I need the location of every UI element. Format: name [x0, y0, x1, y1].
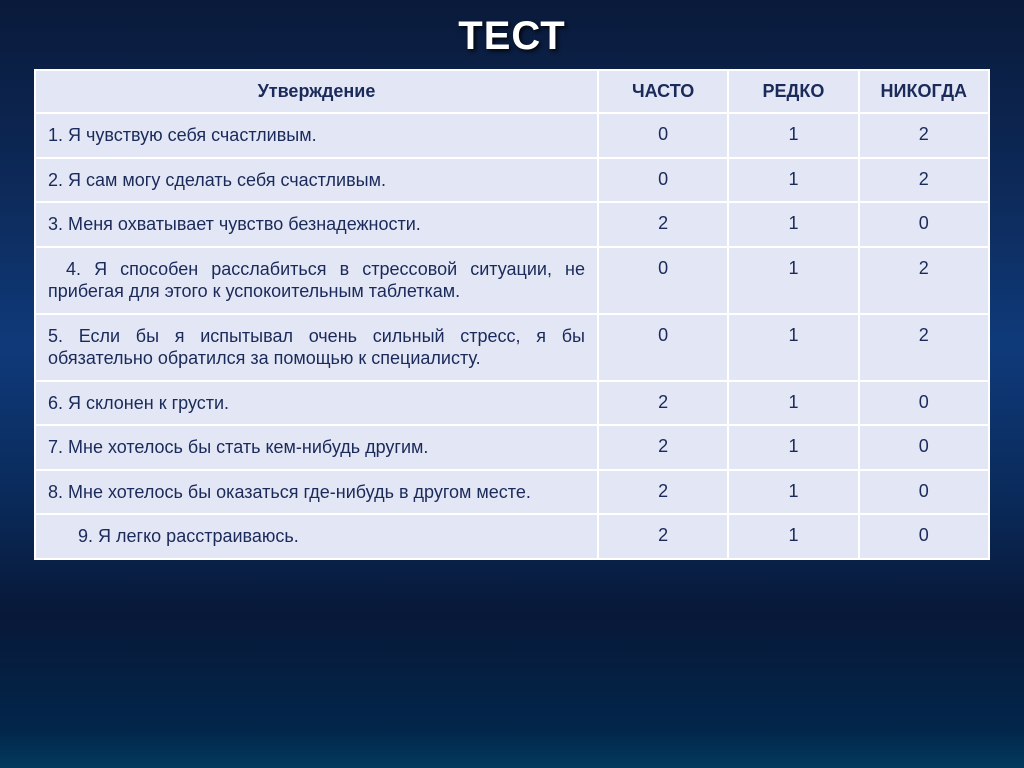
- table-row: 2. Я сам могу сделать себя счастливым.01…: [35, 158, 989, 203]
- table-row: 1. Я чувствую себя счастливым.012: [35, 113, 989, 158]
- statement-cell: 8. Мне хотелось бы оказаться где-нибудь …: [35, 470, 598, 515]
- often-cell: 2: [598, 514, 728, 559]
- often-cell: 2: [598, 202, 728, 247]
- often-cell: 2: [598, 381, 728, 426]
- table-row: 6. Я склонен к грусти.210: [35, 381, 989, 426]
- rarely-cell: 1: [728, 425, 858, 470]
- never-cell: 0: [859, 381, 989, 426]
- often-cell: 0: [598, 314, 728, 381]
- statement-cell: 1. Я чувствую себя счастливым.: [35, 113, 598, 158]
- never-cell: 2: [859, 158, 989, 203]
- slide-title: ТЕСТ: [34, 14, 990, 59]
- statement-cell: 9. Я легко расстраиваюсь.: [35, 514, 598, 559]
- table-row: 7. Мне хотелось бы стать кем-нибудь друг…: [35, 425, 989, 470]
- often-cell: 0: [598, 158, 728, 203]
- rarely-cell: 1: [728, 514, 858, 559]
- never-cell: 0: [859, 425, 989, 470]
- never-cell: 0: [859, 470, 989, 515]
- table-row: 9. Я легко расстраиваюсь.210: [35, 514, 989, 559]
- statement-cell: 4. Я способен расслабиться в стрессовой …: [35, 247, 598, 314]
- table-body: 1. Я чувствую себя счастливым.0122. Я са…: [35, 113, 989, 559]
- rarely-cell: 1: [728, 314, 858, 381]
- col-header-rarely: РЕДКО: [728, 70, 858, 113]
- col-header-never: НИКОГДА: [859, 70, 989, 113]
- col-header-often: ЧАСТО: [598, 70, 728, 113]
- rarely-cell: 1: [728, 113, 858, 158]
- often-cell: 2: [598, 470, 728, 515]
- rarely-cell: 1: [728, 381, 858, 426]
- table-row: 5. Если бы я испытывал очень сильный стр…: [35, 314, 989, 381]
- col-header-statement: Утверждение: [35, 70, 598, 113]
- rarely-cell: 1: [728, 202, 858, 247]
- never-cell: 0: [859, 202, 989, 247]
- slide: ТЕСТ Утверждение ЧАСТО РЕДКО НИКОГДА 1. …: [0, 0, 1024, 768]
- never-cell: 2: [859, 113, 989, 158]
- often-cell: 2: [598, 425, 728, 470]
- statement-cell: 5. Если бы я испытывал очень сильный стр…: [35, 314, 598, 381]
- rarely-cell: 1: [728, 247, 858, 314]
- rarely-cell: 1: [728, 158, 858, 203]
- table-row: 3. Меня охватывает чувство безнадежности…: [35, 202, 989, 247]
- table-header-row: Утверждение ЧАСТО РЕДКО НИКОГДА: [35, 70, 989, 113]
- table-row: 8. Мне хотелось бы оказаться где-нибудь …: [35, 470, 989, 515]
- test-table: Утверждение ЧАСТО РЕДКО НИКОГДА 1. Я чув…: [34, 69, 990, 560]
- never-cell: 2: [859, 247, 989, 314]
- statement-cell: 2. Я сам могу сделать себя счастливым.: [35, 158, 598, 203]
- statement-cell: 6. Я склонен к грусти.: [35, 381, 598, 426]
- often-cell: 0: [598, 247, 728, 314]
- rarely-cell: 1: [728, 470, 858, 515]
- statement-cell: 7. Мне хотелось бы стать кем-нибудь друг…: [35, 425, 598, 470]
- often-cell: 0: [598, 113, 728, 158]
- table-row: 4. Я способен расслабиться в стрессовой …: [35, 247, 989, 314]
- statement-cell: 3. Меня охватывает чувство безнадежности…: [35, 202, 598, 247]
- never-cell: 0: [859, 514, 989, 559]
- never-cell: 2: [859, 314, 989, 381]
